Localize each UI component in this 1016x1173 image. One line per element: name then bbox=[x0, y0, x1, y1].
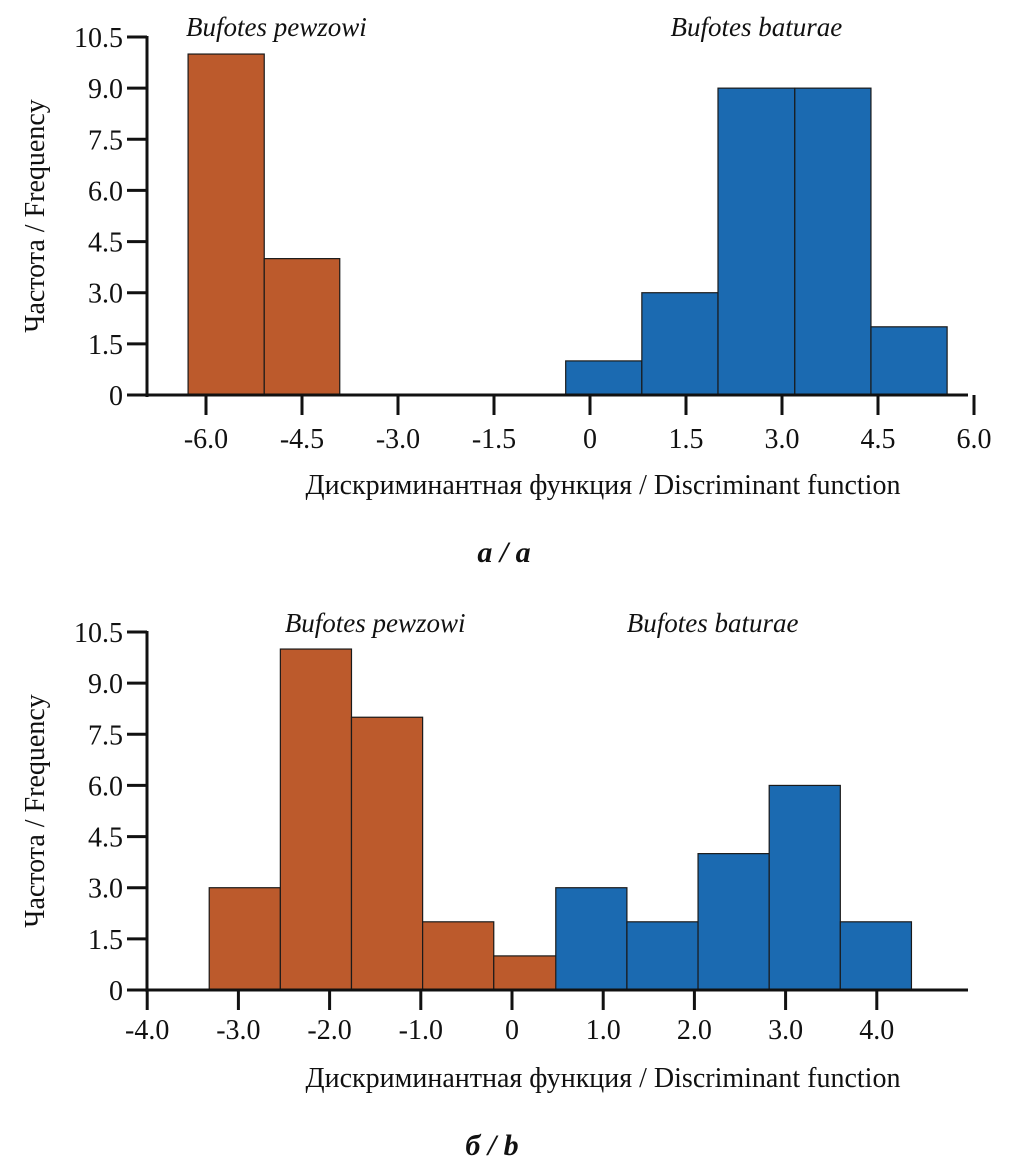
y-tick-label: 7.5 bbox=[88, 125, 123, 156]
y-tick-label: 0 bbox=[109, 976, 123, 1007]
y-tick-label: 4.5 bbox=[88, 228, 123, 259]
panel-label: б / b bbox=[465, 1129, 518, 1162]
x-tick-label: 1.5 bbox=[669, 424, 704, 455]
histogram-panel-b: 0 1.5 3.0 4.5 6.0 7.5 9.0 10.5 -4.0 -3.0 -2.0 -1.0 0… bbox=[20, 608, 968, 1162]
histogram-bar-pewzowi bbox=[493, 955, 566, 991]
x-tick-label: -1.0 bbox=[399, 1015, 443, 1046]
species-annotation: Bufotes pewzowi bbox=[186, 12, 367, 42]
histogram-bar-baturae bbox=[555, 887, 628, 991]
x-tick-label: 1.0 bbox=[586, 1015, 621, 1046]
x-tick-label: 2.0 bbox=[677, 1015, 712, 1046]
histogram-bar-pewzowi bbox=[422, 921, 495, 991]
y-tick-label: 6.0 bbox=[88, 176, 123, 207]
panel-label: a / a bbox=[477, 536, 530, 569]
histogram-bar-pewzowi bbox=[187, 53, 265, 396]
x-tick-label: -6.0 bbox=[184, 424, 228, 455]
histogram-bar-baturae bbox=[717, 87, 796, 396]
histogram-bar-baturae bbox=[565, 360, 643, 396]
histogram-bar-baturae bbox=[697, 853, 770, 991]
y-tick-label: 9.0 bbox=[88, 74, 123, 105]
x-axis-title: Дискриминантная функция / Discriminant f… bbox=[306, 470, 901, 501]
y-tick-label: 3.0 bbox=[88, 874, 123, 905]
histogram-bar-baturae bbox=[839, 921, 913, 991]
y-tick-label: 6.0 bbox=[88, 771, 123, 802]
species-annotation: Bufotes baturae bbox=[627, 608, 799, 638]
x-tick-label: 3.0 bbox=[768, 1015, 803, 1046]
y-tick-label: 1.5 bbox=[88, 925, 123, 956]
histogram-bar-pewzowi bbox=[279, 648, 353, 991]
histogram-panel-a: 0 1.5 3.0 4.5 6.0 7.5 9.0 10.5 -6.0 -4.5 -3.0 -1.5 0… bbox=[20, 12, 992, 569]
x-tick-label: -3.0 bbox=[216, 1015, 260, 1046]
x-tick-label: 3.0 bbox=[765, 424, 800, 455]
x-tick-label: -1.5 bbox=[472, 424, 516, 455]
species-annotation: Bufotes baturae bbox=[671, 12, 843, 42]
x-tick-label: -4.0 bbox=[125, 1015, 169, 1046]
histogram-bar-baturae bbox=[626, 921, 699, 991]
x-tick-label: -4.5 bbox=[280, 424, 324, 455]
histogram-bar-baturae bbox=[870, 326, 948, 396]
x-tick-label: 0 bbox=[505, 1015, 519, 1046]
species-annotation: Bufotes pewzowi bbox=[285, 608, 466, 638]
y-tick-label: 10.5 bbox=[74, 23, 123, 54]
histogram-bar-baturae bbox=[768, 784, 841, 991]
histogram-bar-pewzowi bbox=[208, 887, 281, 991]
y-tick-label: 7.5 bbox=[88, 720, 123, 751]
x-tick-label: -2.0 bbox=[307, 1015, 351, 1046]
histogram-bar-pewzowi bbox=[263, 258, 341, 396]
y-axis-title: Частота / Frequency bbox=[20, 694, 51, 928]
x-tick-label: 4.0 bbox=[859, 1015, 894, 1046]
y-tick-label: 3.0 bbox=[88, 279, 123, 310]
y-axis-title: Частота / Frequency bbox=[20, 99, 51, 333]
x-tick-label: 4.5 bbox=[861, 424, 896, 455]
y-tick-label: 0 bbox=[109, 381, 123, 412]
y-tick-label: 9.0 bbox=[88, 669, 123, 700]
x-axis-title: Дискриминантная функция / Discriminant f… bbox=[306, 1063, 901, 1094]
histogram-bar-pewzowi bbox=[350, 716, 424, 991]
x-tick-label: 0 bbox=[583, 424, 597, 455]
x-tick-label: -3.0 bbox=[376, 424, 420, 455]
y-tick-label: 1.5 bbox=[88, 330, 123, 361]
y-tick-label: 4.5 bbox=[88, 823, 123, 854]
histogram-bar-baturae bbox=[794, 87, 872, 396]
y-tick-label: 10.5 bbox=[74, 618, 123, 649]
x-tick-label: 6.0 bbox=[957, 424, 992, 455]
histogram-bar-baturae bbox=[641, 292, 719, 396]
